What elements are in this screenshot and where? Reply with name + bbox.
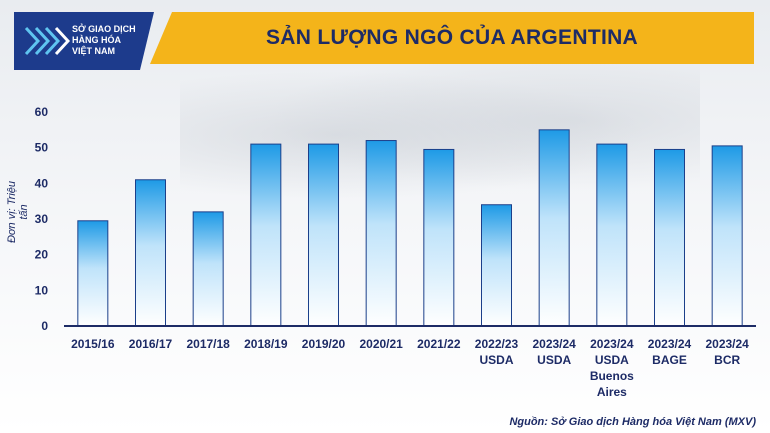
y-tick-label-60: 60: [35, 105, 49, 119]
logo-text-line1: SỞ GIAO DỊCH: [72, 24, 136, 34]
bar-6: [423, 148, 455, 327]
bar-1: [135, 179, 166, 327]
bar-11: [711, 145, 743, 327]
logo: SỞ GIAO DỊCH HÀNG HÓA VIỆT NAM: [14, 12, 154, 70]
bar-5: [365, 140, 397, 327]
y-tick-label-30: 30: [35, 212, 49, 226]
y-tick-label-50: 50: [35, 141, 49, 155]
x-tick-label-1: 2016/17: [129, 337, 173, 351]
source-note: Nguồn: Sở Giao dịch Hàng hóa Việt Nam (M…: [509, 416, 756, 428]
x-tick-label-10: 2023/24 BAGE: [648, 337, 692, 367]
y-tick-label-20: 20: [35, 248, 49, 262]
x-tick-label-6: 2021/22: [417, 337, 461, 351]
x-tick-label-11: 2023/24 BCR: [705, 337, 749, 367]
title-banner: [150, 12, 754, 64]
bar-9: [596, 143, 628, 327]
x-tick-label-0: 2015/16: [71, 337, 115, 351]
bar-4: [308, 143, 339, 327]
y-axis-label: Đơn vị: Triệu tấn: [6, 180, 30, 244]
x-tick-label-9: 2023/24 USDA Buenos Aires: [590, 337, 634, 399]
logo-text: SỞ GIAO DỊCH HÀNG HÓA VIỆT NAM: [72, 24, 136, 57]
bar-8: [538, 129, 570, 327]
mxv-logo-icon: [24, 26, 70, 56]
logo-text-line2: HÀNG HÓA: [72, 35, 121, 45]
bar-0: [77, 220, 109, 327]
bar-2: [192, 211, 224, 327]
logo-text-line3: VIỆT NAM: [72, 46, 116, 56]
bar-7: [481, 204, 512, 327]
x-tick-label-2: 2017/18: [186, 337, 230, 351]
bar-3: [250, 143, 282, 327]
chart-title: SẢN LƯỢNG NGÔ CỦA ARGENTINA: [265, 26, 639, 49]
x-tick-label-5: 2020/21: [359, 337, 403, 351]
x-tick-label-3: 2018/19: [244, 337, 288, 351]
x-tick-label-8: 2023/24 USDA: [532, 337, 576, 367]
y-tick-label-0: 0: [41, 319, 48, 333]
x-tick-label-7: 2022/23 USDA: [475, 337, 519, 367]
bar-10: [654, 148, 685, 327]
x-tick-label-4: 2019/20: [302, 337, 346, 351]
y-tick-label-10: 10: [35, 283, 49, 297]
y-tick-label-40: 40: [35, 176, 49, 190]
